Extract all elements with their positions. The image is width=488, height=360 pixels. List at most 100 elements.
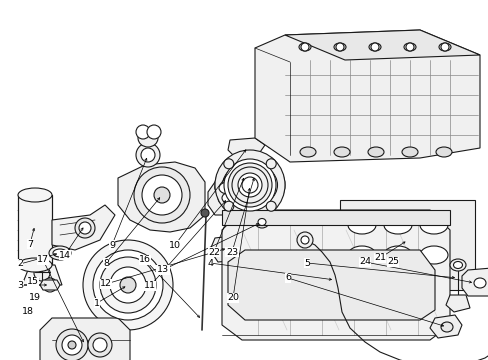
Polygon shape (118, 162, 204, 232)
Polygon shape (254, 30, 479, 162)
Text: 15: 15 (27, 278, 39, 287)
Circle shape (100, 257, 156, 313)
Circle shape (110, 267, 146, 303)
Circle shape (134, 167, 190, 223)
Ellipse shape (419, 216, 447, 234)
Circle shape (34, 265, 50, 281)
Ellipse shape (333, 43, 346, 51)
Ellipse shape (18, 188, 52, 202)
Circle shape (68, 341, 76, 349)
Text: 6: 6 (285, 274, 290, 283)
Circle shape (136, 125, 150, 139)
Circle shape (227, 163, 271, 207)
Circle shape (224, 201, 233, 211)
Circle shape (440, 43, 448, 51)
Circle shape (201, 209, 208, 217)
Polygon shape (209, 235, 247, 262)
Circle shape (56, 329, 88, 360)
Text: 10: 10 (169, 240, 181, 249)
Text: 25: 25 (386, 257, 398, 266)
Circle shape (120, 277, 136, 293)
Text: 11: 11 (143, 282, 156, 291)
Polygon shape (429, 315, 461, 338)
Text: 5: 5 (304, 258, 309, 267)
Polygon shape (227, 250, 434, 320)
Ellipse shape (401, 147, 417, 157)
Circle shape (231, 167, 267, 203)
Ellipse shape (254, 216, 268, 228)
Text: 2: 2 (17, 260, 23, 269)
Circle shape (242, 177, 258, 193)
Ellipse shape (138, 129, 158, 147)
Circle shape (301, 43, 308, 51)
Polygon shape (247, 210, 278, 233)
Circle shape (79, 222, 91, 234)
Ellipse shape (368, 43, 380, 51)
Polygon shape (207, 182, 247, 215)
Ellipse shape (347, 246, 375, 264)
Ellipse shape (367, 147, 383, 157)
Ellipse shape (449, 259, 465, 271)
Text: 22: 22 (207, 248, 220, 257)
Circle shape (224, 159, 275, 211)
Ellipse shape (49, 246, 71, 260)
Polygon shape (40, 318, 130, 360)
Text: 17: 17 (37, 256, 49, 265)
Text: 4: 4 (206, 258, 213, 267)
Polygon shape (222, 210, 449, 225)
Polygon shape (227, 138, 264, 157)
Ellipse shape (298, 43, 310, 51)
Text: 18: 18 (22, 307, 34, 316)
Ellipse shape (43, 278, 57, 292)
Circle shape (62, 335, 82, 355)
Polygon shape (285, 30, 479, 60)
Polygon shape (18, 195, 52, 265)
Circle shape (370, 43, 378, 51)
Circle shape (215, 150, 285, 220)
Text: 20: 20 (226, 293, 239, 302)
Ellipse shape (440, 322, 452, 332)
Text: 13: 13 (157, 266, 169, 274)
Polygon shape (22, 265, 62, 285)
Circle shape (265, 159, 276, 169)
Circle shape (142, 175, 182, 215)
Circle shape (147, 125, 161, 139)
Circle shape (224, 159, 233, 169)
Circle shape (88, 333, 112, 357)
Text: 16: 16 (139, 256, 151, 265)
Text: 21: 21 (373, 253, 385, 262)
Polygon shape (222, 210, 449, 340)
Circle shape (154, 187, 170, 203)
Ellipse shape (219, 182, 237, 194)
Circle shape (141, 148, 155, 162)
Text: 23: 23 (225, 248, 238, 257)
Ellipse shape (403, 43, 415, 51)
Text: 14: 14 (59, 251, 71, 260)
Text: 8: 8 (103, 258, 109, 267)
Ellipse shape (419, 246, 447, 264)
Bar (339, 200, 474, 290)
Text: 7: 7 (27, 239, 33, 248)
Ellipse shape (215, 156, 285, 214)
Ellipse shape (18, 258, 52, 272)
Polygon shape (40, 280, 60, 290)
Ellipse shape (46, 281, 54, 289)
Circle shape (296, 232, 312, 248)
Ellipse shape (53, 249, 67, 257)
Ellipse shape (383, 216, 411, 234)
Text: 12: 12 (100, 279, 112, 288)
Text: 1: 1 (94, 298, 100, 307)
Ellipse shape (299, 147, 315, 157)
Text: 3: 3 (17, 280, 23, 289)
Circle shape (238, 173, 262, 197)
Circle shape (83, 240, 173, 330)
Ellipse shape (333, 147, 349, 157)
Circle shape (93, 250, 163, 320)
Ellipse shape (435, 147, 451, 157)
Ellipse shape (438, 43, 450, 51)
Circle shape (75, 218, 95, 238)
Ellipse shape (222, 193, 234, 203)
Circle shape (405, 43, 413, 51)
Text: 24: 24 (358, 257, 370, 266)
Ellipse shape (258, 219, 265, 225)
